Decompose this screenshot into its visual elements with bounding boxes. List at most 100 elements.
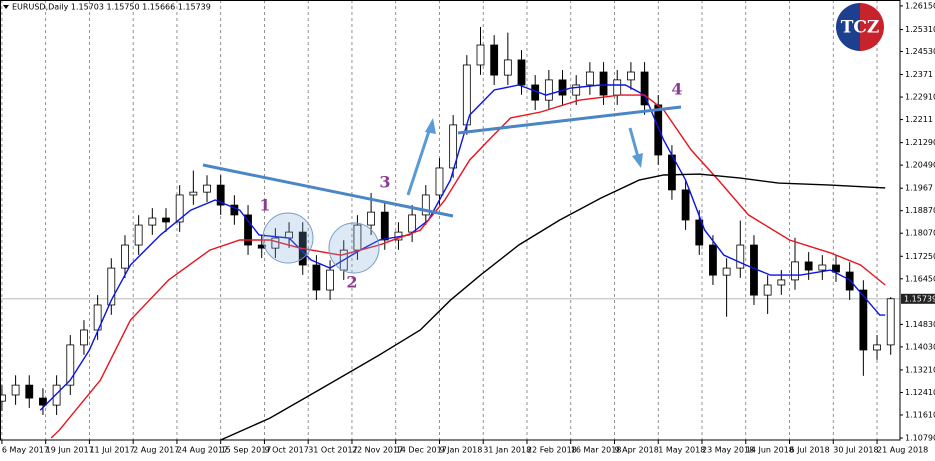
candle-body [189, 191, 198, 196]
candle-body [148, 217, 157, 226]
candle-body [722, 267, 731, 276]
candle-body [886, 298, 895, 346]
y-tick-label: 1.2371 [905, 70, 933, 79]
menu-triangle[interactable] [3, 5, 9, 9]
candle-body [873, 344, 881, 351]
candle-body [107, 267, 116, 306]
candle-body [490, 44, 499, 76]
arrow [406, 127, 432, 196]
candle-body [818, 264, 827, 271]
price-label-box [901, 293, 935, 304]
logo-right [860, 3, 884, 51]
candle-body [832, 264, 840, 273]
x-tick-label: 6 Jul 2018 [790, 446, 830, 455]
candle-body [695, 219, 704, 246]
candle-body [804, 261, 813, 271]
candle-body [736, 244, 745, 269]
y-tick-label: 1.10790 [905, 434, 935, 443]
arrow [628, 127, 640, 158]
x-tick-label: 16 Mar 2018 [571, 446, 622, 455]
candle-body [654, 104, 663, 156]
x-tick-label: 6 May 2017 [2, 446, 49, 455]
moving-average [50, 94, 886, 439]
y-tick-label: 1.21290 [905, 138, 935, 147]
candle-body [859, 289, 868, 351]
candle-body [777, 279, 786, 286]
trend-line [202, 163, 454, 218]
y-tick-label: 1.18070 [905, 229, 935, 238]
y-tick-label: 1.16450 [905, 274, 935, 283]
annotation: 4 [671, 80, 682, 99]
candle-body [25, 384, 34, 399]
highlight-circle [328, 222, 380, 274]
candle-body [476, 44, 485, 66]
annotation: 2 [346, 273, 357, 292]
candle-body [244, 214, 252, 246]
x-tick-label: 22 Nov 2017 [352, 446, 403, 455]
x-tick-label: 22 Feb 2018 [527, 446, 577, 455]
x-tick-label: 2 Aug 2017 [133, 446, 179, 455]
moving-average [39, 84, 886, 411]
candle-body [312, 264, 321, 291]
candle-body [66, 344, 75, 386]
candle-body [613, 79, 622, 96]
trend-line [457, 105, 682, 135]
x-tick-label: 21 Aug 2018 [877, 446, 928, 455]
y-tick-label: 1.25310 [905, 25, 935, 34]
y-tick-label: 1.13210 [905, 365, 935, 374]
candle-body [572, 84, 581, 96]
y-tick-label: 1.22910 [905, 93, 935, 102]
candle-body [39, 397, 47, 406]
x-tick-label: 9 Oct 2017 [264, 446, 308, 455]
candle-body [380, 211, 389, 241]
candle-body [558, 79, 567, 96]
candle-body [763, 284, 772, 296]
logo: TCZ [836, 3, 884, 51]
candle-body [421, 194, 430, 216]
y-tick-label: 1.17250 [905, 252, 935, 261]
y-tick-label: 1.14030 [905, 342, 935, 351]
y-tick-label: 1.14830 [905, 320, 935, 329]
candle-body [408, 214, 417, 233]
x-tick-label: 14 Dec 2017 [396, 446, 447, 455]
candle-body [544, 79, 553, 101]
y-tick-label: 1.2211 [905, 115, 933, 124]
x-tick-label: 11 Jul 2017 [89, 446, 134, 455]
logo-text: TCZ [841, 18, 880, 38]
x-tick-label: 19 Jun 2017 [46, 446, 94, 455]
price-label: 1.15739 [904, 294, 935, 303]
moving-averages [39, 84, 886, 441]
x-tick-label: 15 Sep 2017 [221, 446, 272, 455]
x-tick-label: 1 May 2018 [658, 446, 705, 455]
candle-body [216, 184, 225, 206]
y-tick-label: 1.1967 [905, 184, 933, 193]
candle-body [80, 329, 88, 346]
x-tick-label: 30 Jul 2018 [833, 446, 878, 455]
candle-body [326, 269, 334, 291]
x-tick-label: 9 Jan 2018 [439, 446, 482, 455]
candle-body [585, 71, 594, 86]
x-tick-label: 24 Aug 2017 [177, 446, 228, 455]
candle-body [162, 217, 170, 223]
candle-body [52, 384, 61, 406]
x-tick-label: 31 Oct 2017 [308, 446, 357, 455]
x-tick-label: 9 Apr 2018 [614, 446, 658, 455]
candle-body [503, 59, 512, 76]
y-tick-label: 1.11610 [905, 410, 935, 419]
y-tick-label: 1.12410 [905, 388, 935, 397]
logo-left [836, 3, 860, 51]
y-tick-label: 1.26150 [905, 1, 935, 10]
candle-body [11, 384, 20, 396]
drawings: 1 2 3 4 [202, 80, 683, 292]
annotation: 3 [379, 173, 390, 192]
candle-body [203, 184, 211, 193]
plot-frame [0, 0, 901, 441]
moving-average [220, 173, 886, 441]
candle-body [367, 211, 376, 226]
x-tick-label: 31 Jan 2018 [483, 446, 531, 455]
chart-title: EURUSD,Daily 1.15703 1.15750 1.15666 1.1… [12, 3, 211, 12]
candle-body [791, 261, 799, 281]
y-tick-label: 1.24530 [905, 47, 935, 56]
